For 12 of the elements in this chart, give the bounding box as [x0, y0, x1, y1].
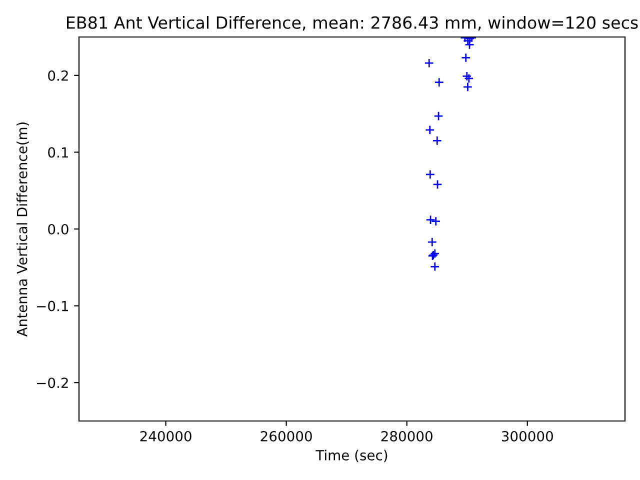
y-axis-title: Antenna Vertical Difference(m) [16, 122, 29, 337]
x-tick-label: 260000 [260, 430, 312, 442]
y-tick-label: −0.1 [37, 300, 68, 312]
x-tick-label: 280000 [381, 430, 432, 442]
y-tick-label: 0.2 [48, 70, 68, 81]
y-tick-label: −0.2 [37, 378, 68, 388]
y-tick-label: 0.1 [48, 147, 68, 158]
x-tick-label: 300000 [502, 430, 553, 442]
chart-title: EB81 Ant Vertical Difference, mean: 2786.43 mm, window=120 secs [67, 16, 638, 31]
x-tick-label: 240000 [140, 430, 192, 442]
x-axis-title: Time (sec) [316, 450, 388, 462]
y-tick-label: 0.0 [48, 224, 68, 234]
